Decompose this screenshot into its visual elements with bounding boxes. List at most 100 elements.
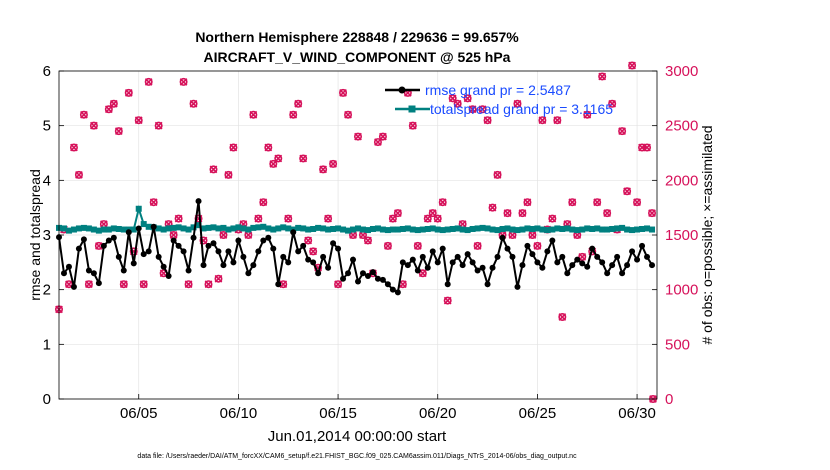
rmse-point — [105, 237, 112, 244]
rmse-point — [285, 259, 292, 266]
rmse-point — [539, 264, 546, 271]
totalspread-point — [379, 226, 386, 233]
totalspread-point — [514, 227, 521, 234]
totalspread-point — [105, 226, 112, 233]
obs-possible-point — [478, 105, 487, 114]
y-tick-label: 5 — [43, 118, 51, 135]
rmse-point — [180, 248, 187, 255]
rmse-point — [195, 198, 202, 205]
obs-possible-point — [299, 154, 308, 163]
totalspread-point — [544, 227, 551, 234]
totalspread-point — [614, 225, 621, 232]
obs-assimilated-point — [354, 132, 362, 141]
totalspread-point — [225, 226, 232, 233]
rmse-point — [205, 242, 212, 249]
footnote: data file: /Users/raeder/DAI/ATM_forcXX/… — [137, 453, 577, 460]
rmse-point — [619, 270, 626, 277]
x-tick-label: 06/10 — [220, 405, 258, 422]
obs-possible-point — [473, 241, 482, 250]
obs-possible-point — [533, 241, 542, 250]
rmse-point — [604, 270, 611, 277]
totalspread-point — [579, 226, 586, 233]
obs-possible-point — [443, 296, 452, 305]
obs-possible-point — [209, 165, 218, 174]
rmse-point — [165, 273, 172, 279]
totalspread-point — [340, 226, 347, 233]
obs-possible-point — [603, 209, 612, 218]
rmse-point — [350, 256, 357, 263]
obs-possible-point — [319, 165, 328, 174]
y-tick-label: 2 — [43, 282, 51, 299]
totalspread-point — [634, 226, 641, 233]
totalspread-point — [325, 226, 332, 233]
rmse-point — [160, 263, 167, 270]
totalspread-point — [369, 225, 376, 232]
rmse-point — [544, 248, 551, 255]
totalspread-point — [649, 226, 656, 233]
rmse-point — [614, 253, 621, 260]
totalspread-point — [509, 226, 516, 233]
totalspread-point — [399, 225, 406, 232]
totalspread-point — [494, 227, 501, 234]
obs-assimilated-point — [224, 171, 233, 179]
obs-possible-point — [289, 110, 298, 119]
totalspread-point — [529, 225, 536, 232]
totalspread-point — [539, 226, 546, 233]
rmse-point — [454, 253, 461, 260]
obs-assimilated-point — [513, 99, 522, 108]
totalspread-point — [190, 224, 197, 231]
obs-possible-point — [493, 170, 502, 179]
rmse-point — [369, 269, 376, 276]
totalspread-point — [524, 225, 531, 232]
rmse-point — [629, 248, 636, 255]
obs-assimilated-point — [154, 121, 163, 130]
obs-assimilated-point — [259, 198, 268, 207]
obs-possible-point — [304, 236, 313, 245]
totalspread-point — [534, 225, 541, 232]
obs-possible-point — [408, 121, 417, 130]
obs-possible-point — [104, 105, 113, 114]
rmse-point — [95, 280, 102, 287]
obs-possible-point — [583, 110, 592, 119]
obs-assimilated-point — [334, 280, 342, 289]
rmse-point — [290, 229, 297, 236]
totalspread-point — [215, 225, 222, 232]
totalspread-point — [549, 226, 556, 233]
totalspread-point — [554, 225, 561, 232]
obs-possible-point — [329, 159, 338, 168]
totalspread-point — [240, 225, 247, 232]
obs-possible-point — [84, 280, 93, 289]
totalspread-point — [559, 225, 566, 232]
totalspread-point — [205, 224, 212, 231]
totalspread-point — [120, 226, 127, 233]
y-tick-label: 3 — [43, 227, 51, 244]
rmse-point — [325, 264, 332, 271]
obs-assimilated-point — [284, 214, 293, 223]
rmse-point — [374, 275, 381, 282]
totalspread-point — [60, 225, 67, 232]
obs-possible-point — [608, 99, 617, 108]
obs-assimilated-point — [364, 236, 372, 245]
y2-tick-label: 3000 — [665, 63, 698, 80]
rmse-point — [554, 259, 561, 266]
obs-possible-point — [518, 209, 527, 218]
obs-possible-point — [593, 198, 602, 207]
obs-possible-point — [149, 198, 158, 207]
obs-assimilated-point — [628, 61, 636, 70]
y-tick-label: 0 — [43, 391, 51, 408]
totalspread-point — [404, 225, 411, 232]
obs-assimilated-point — [623, 187, 631, 196]
obs-assimilated-point — [608, 99, 617, 108]
obs-assimilated-point — [468, 105, 477, 114]
obs-assimilated-point — [408, 121, 417, 130]
obs-possible-point — [373, 138, 382, 147]
rmse-point — [85, 267, 92, 274]
obs-assimilated-point — [209, 165, 218, 174]
obs-possible-point — [124, 88, 133, 97]
rmse-point — [330, 240, 337, 247]
rmse-point — [220, 262, 227, 269]
obs-possible-point — [548, 214, 557, 223]
rmse-point — [419, 253, 426, 260]
obs-possible-point — [109, 99, 118, 108]
obs-possible-point — [598, 72, 607, 81]
